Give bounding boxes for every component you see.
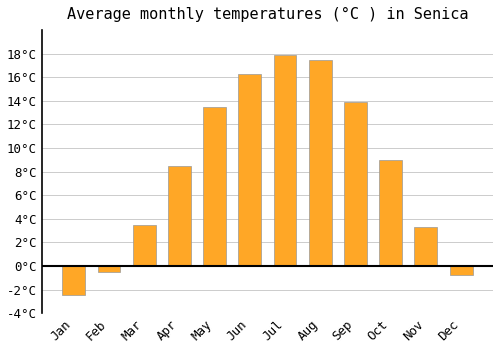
Bar xyxy=(450,266,472,275)
Title: Average monthly temperatures (°C ) in Senica: Average monthly temperatures (°C ) in Se… xyxy=(66,7,468,22)
Bar xyxy=(98,266,120,272)
Bar xyxy=(379,160,402,266)
Bar xyxy=(309,60,332,266)
Bar xyxy=(344,102,367,266)
Bar xyxy=(168,166,191,266)
Bar xyxy=(274,55,296,266)
Bar xyxy=(238,74,262,266)
Bar xyxy=(203,107,226,266)
Bar xyxy=(414,227,438,266)
Bar xyxy=(62,266,85,295)
Bar xyxy=(132,225,156,266)
